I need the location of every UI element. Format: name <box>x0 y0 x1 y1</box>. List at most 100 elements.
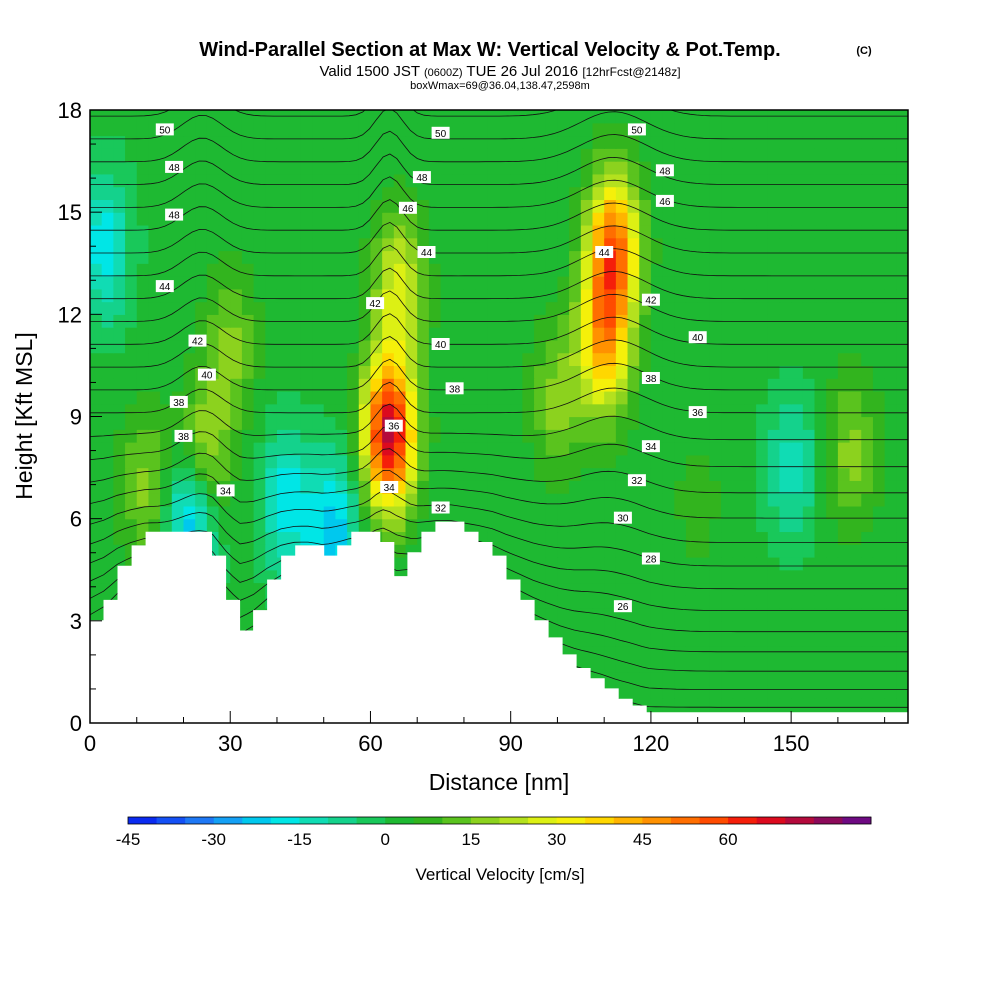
field-cell <box>417 288 430 303</box>
field-cell <box>125 237 138 252</box>
field-cell <box>545 620 559 635</box>
field-cell <box>241 467 255 481</box>
field-cell <box>627 378 640 392</box>
field-cell <box>791 646 804 660</box>
field-cell <box>872 148 886 162</box>
field-cell <box>113 352 126 367</box>
field-cell <box>382 135 395 149</box>
field-cell <box>674 659 687 673</box>
field-cell <box>171 442 185 456</box>
field-cell <box>615 173 629 188</box>
field-cell <box>674 608 687 622</box>
field-cell <box>265 531 278 545</box>
field-cell <box>802 633 816 647</box>
field-cell <box>452 212 465 226</box>
field-cell <box>113 493 126 507</box>
field-cell <box>440 224 453 239</box>
field-cell <box>685 544 699 558</box>
field-cell <box>487 416 500 430</box>
field-cell <box>522 135 535 149</box>
field-cell <box>463 276 477 290</box>
field-cell <box>440 301 453 315</box>
field-cell <box>744 480 757 494</box>
svg-text:44: 44 <box>421 248 433 259</box>
field-cell <box>312 390 325 405</box>
field-cell <box>604 263 617 277</box>
field-cell <box>522 556 535 571</box>
field-cell <box>826 135 839 149</box>
field-cell <box>884 429 897 443</box>
field-cell <box>487 327 500 341</box>
field-cell <box>896 595 908 609</box>
field-cell <box>592 263 605 277</box>
colorbar-swatch <box>813 817 843 824</box>
field-cell <box>615 403 629 418</box>
field-cell <box>896 429 908 443</box>
field-cell <box>791 288 804 303</box>
field-cell <box>837 403 851 418</box>
field-cell <box>662 122 675 137</box>
field-cell <box>487 480 500 494</box>
colorbar-frame <box>127 816 872 825</box>
field-cell <box>697 224 710 239</box>
field-cell <box>569 161 582 175</box>
field-cell <box>393 493 407 507</box>
field-cell <box>884 659 897 673</box>
field-cell <box>417 403 430 418</box>
field-cell <box>814 122 827 137</box>
field-cell <box>849 659 862 673</box>
field-cell <box>160 250 173 264</box>
field-cell <box>206 199 220 213</box>
field-cell <box>230 544 243 558</box>
contour-label: 32 <box>431 501 450 515</box>
field-cell <box>393 212 407 226</box>
field-cell <box>861 110 874 124</box>
field-cell <box>265 467 278 481</box>
field-cell <box>884 288 897 303</box>
field-cell <box>171 378 185 392</box>
field-cell <box>475 327 488 341</box>
field-cell <box>510 429 523 443</box>
field-cell <box>382 161 395 175</box>
field-cell <box>510 237 523 252</box>
field-cell <box>206 186 220 200</box>
field-cell <box>791 390 804 405</box>
field-cell <box>615 556 629 571</box>
field-cell <box>580 250 594 264</box>
field-cell <box>604 556 617 571</box>
field-cell <box>791 620 804 635</box>
field-cell <box>849 403 862 418</box>
field-cell <box>697 480 710 494</box>
field-cell <box>849 429 862 443</box>
field-cell <box>557 122 570 137</box>
svg-text:44: 44 <box>599 248 611 259</box>
field-cell <box>604 314 617 328</box>
y-tick-label: 18 <box>58 98 82 123</box>
field-cell <box>487 390 500 405</box>
field-cell <box>592 620 605 635</box>
field-cell <box>569 416 582 430</box>
field-cell <box>335 365 348 379</box>
field-cell <box>861 659 874 673</box>
field-cell <box>463 416 477 430</box>
field-cell <box>452 263 465 277</box>
field-cell <box>125 199 138 213</box>
field-cell <box>627 493 640 507</box>
field-cell <box>276 531 290 545</box>
field-cell <box>487 378 500 392</box>
colorbar-swatch <box>299 817 329 824</box>
field-cell <box>125 416 138 430</box>
field-cell <box>604 633 617 647</box>
field-cell <box>276 186 290 200</box>
field-cell <box>756 276 769 290</box>
colorbar-swatch <box>413 817 443 824</box>
field-cell <box>393 442 407 456</box>
field-cell <box>125 339 138 354</box>
field-cell <box>323 442 336 456</box>
field-cell <box>639 199 652 213</box>
field-cell <box>288 276 301 290</box>
field-cell <box>650 135 664 149</box>
field-cell <box>732 518 745 533</box>
field-cell <box>487 301 500 315</box>
field-cell <box>276 365 290 379</box>
